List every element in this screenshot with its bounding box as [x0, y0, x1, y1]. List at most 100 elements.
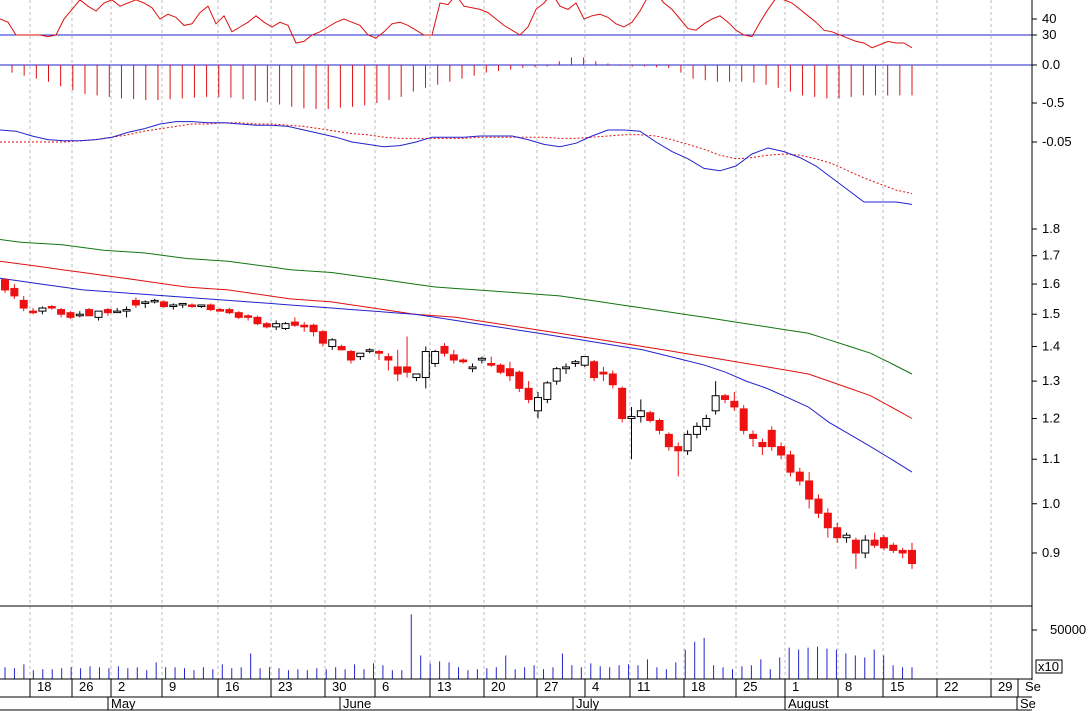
candle-body	[29, 310, 38, 314]
candle-body	[618, 387, 627, 420]
day-tick-label: 22	[944, 679, 958, 694]
macd-hist-tick-label: -0.5	[1042, 95, 1064, 110]
candle-body	[655, 419, 664, 431]
candle-body	[833, 527, 842, 539]
price-tick-label: 1.5	[1042, 306, 1060, 321]
candle-body	[477, 357, 486, 361]
candle-body	[459, 359, 468, 363]
candle-body	[365, 349, 374, 352]
candle-body	[767, 429, 776, 448]
price-tick-label: 1.2	[1042, 411, 1060, 426]
month-tick-label: Se	[1020, 696, 1036, 711]
day-tick-label: 11	[637, 679, 651, 694]
day-tick-label: 9	[169, 679, 176, 694]
candle-body	[19, 299, 28, 309]
volume-tick-label: 50000	[1050, 622, 1086, 637]
month-tick-label: May	[111, 696, 136, 711]
rsi-tick-label: 40	[1042, 11, 1056, 26]
grid	[29, 0, 992, 697]
candle-body	[730, 400, 739, 408]
candle-body	[421, 351, 430, 379]
macd-tick-label: -0.05	[1042, 134, 1072, 149]
rsi-panel	[0, 0, 1032, 49]
volume-multiplier-box	[1035, 659, 1063, 674]
candle-body	[38, 307, 47, 312]
candle-body	[94, 310, 103, 318]
candle-body	[318, 331, 327, 344]
candle-body	[197, 304, 206, 307]
price-tick-label: 1.4	[1042, 338, 1060, 353]
day-tick-label: 27	[544, 679, 558, 694]
candle-body	[524, 387, 533, 400]
candle-body	[272, 323, 281, 328]
candle-body	[496, 364, 505, 373]
candle-body	[384, 356, 393, 361]
candle-body	[159, 301, 168, 307]
candle-body	[309, 324, 318, 333]
day-tick-label: 8	[845, 679, 852, 694]
candle-body	[346, 351, 355, 361]
candle-body	[328, 339, 337, 347]
candle-body	[393, 366, 402, 375]
candle-body	[290, 321, 299, 326]
candle-body	[244, 315, 253, 318]
day-tick-label: 25	[743, 679, 757, 694]
candle-body	[403, 366, 412, 373]
candle-body	[664, 433, 673, 448]
candle-body	[674, 446, 683, 452]
price-tick-label: 1.1	[1042, 451, 1060, 466]
candle-body	[851, 539, 860, 554]
day-tick-label: 2	[118, 679, 125, 694]
candle-body	[879, 537, 888, 549]
candle-body	[515, 371, 524, 389]
candle-body	[431, 351, 440, 364]
price-panel	[0, 239, 916, 569]
candle-body	[683, 433, 692, 452]
candle-body	[113, 310, 122, 314]
candle-body	[47, 305, 56, 309]
candle-body	[646, 412, 655, 421]
day-tick-label: 29	[998, 679, 1012, 694]
candle-body	[599, 371, 608, 375]
candle-body	[842, 534, 851, 539]
candle-body	[533, 397, 542, 412]
candle-body	[692, 425, 701, 435]
candle-body	[1, 279, 9, 291]
day-tick-label: 13	[437, 679, 451, 694]
price-tick-label: 1.6	[1042, 276, 1060, 291]
candle-body	[262, 323, 271, 328]
candle-body	[375, 351, 384, 354]
candle-body	[300, 324, 309, 328]
rsi-line	[0, 0, 913, 49]
day-tick-label: 1	[792, 679, 799, 694]
candle-body	[440, 345, 449, 354]
price-tick-label: 1.7	[1042, 248, 1060, 263]
price-tick-label: 1.8	[1042, 221, 1060, 236]
day-tick-label: 26	[79, 679, 93, 694]
candle-body	[449, 354, 458, 361]
candle-body	[412, 373, 421, 379]
candle-body	[66, 312, 75, 318]
candle-body	[562, 366, 571, 370]
candle-body	[356, 352, 365, 358]
volume-panel	[4, 614, 913, 679]
candle-body	[169, 304, 178, 307]
day-tick-label: 18	[37, 679, 51, 694]
candle-body	[777, 446, 786, 456]
day-tick-label: 23	[278, 679, 292, 694]
candle-body	[206, 304, 215, 311]
candle-body	[543, 382, 552, 400]
candle-body	[141, 301, 150, 304]
day-tick-label: 16	[225, 679, 239, 694]
candle-body	[337, 345, 346, 351]
candle-body	[861, 539, 870, 554]
day-tick-label: 20	[491, 679, 505, 694]
moving-average-long	[0, 239, 913, 375]
moving-average-mid	[0, 260, 913, 419]
day-tick-label: 15	[890, 679, 904, 694]
month-tick-label: August	[788, 696, 829, 711]
macd-signal-line	[0, 122, 913, 195]
